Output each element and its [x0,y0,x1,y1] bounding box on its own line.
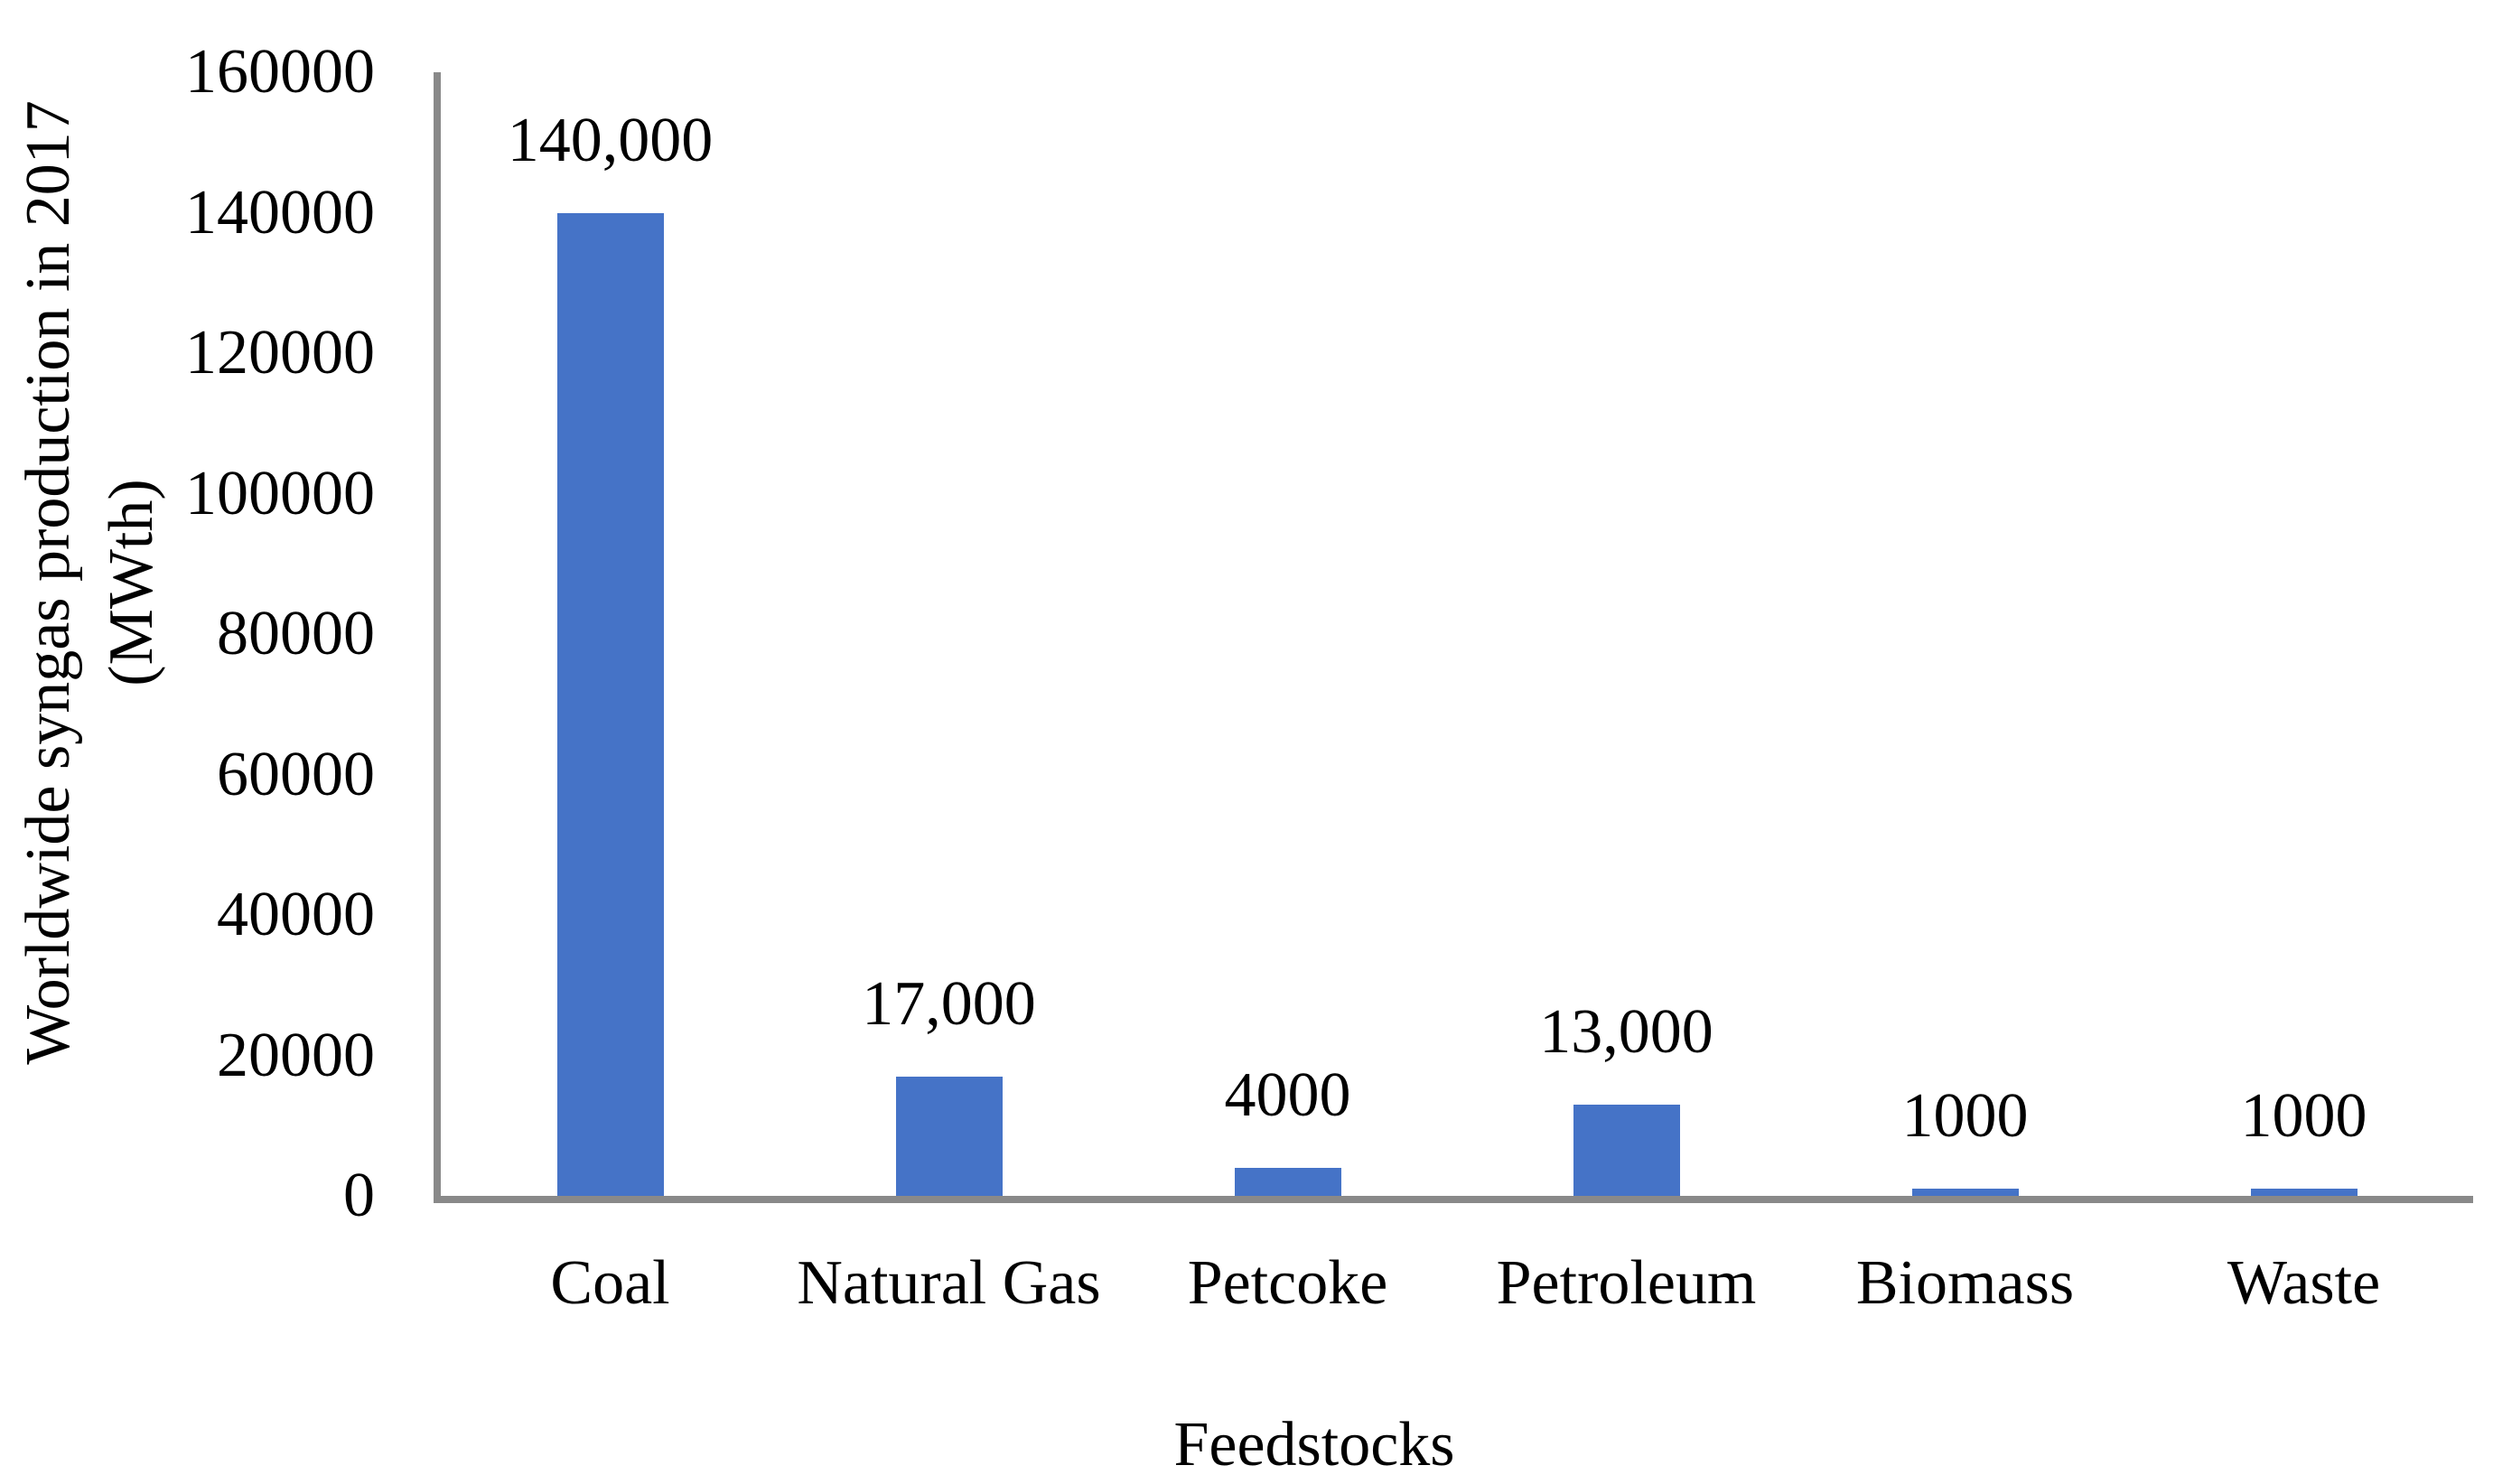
category-label: Biomass [1855,1248,2075,1318]
bar-petcoke [1234,1167,1341,1196]
y-tick-label: 160000 [185,37,375,107]
y-tick-label: 120000 [185,318,375,387]
data-label: 4000 [1224,1059,1351,1130]
category-label: Petroleum [1496,1248,1757,1318]
data-label: 17,000 [862,968,1036,1039]
y-tick-label: 0 [343,1161,375,1230]
data-label: 13,000 [1539,996,1713,1067]
category-label: Petcoke [1187,1248,1388,1318]
x-axis-title: Feedstocks [1173,1410,1455,1479]
bar-waste [2250,1189,2358,1196]
y-tick-label: 40000 [217,880,375,949]
y-axis-title-line1: Worldwide syngas production in 2017 [14,100,83,1065]
data-label: 1000 [2240,1081,2367,1152]
plot-area: 140,000 17,000 4000 13,000 1000 1000 [434,72,2473,1203]
bar-natural-gas [895,1076,1003,1196]
y-tick-label: 100000 [185,458,375,528]
category-label: Natural Gas [797,1248,1101,1318]
bar-coal [556,212,664,1196]
category-label: Waste [2227,1248,2381,1318]
category-label: Coal [550,1248,670,1318]
bar-petroleum [1573,1104,1680,1196]
y-tick-label: 140000 [185,177,375,247]
y-axis-title: Worldwide syngas production in 2017 (MWt… [7,18,179,1147]
y-tick-label: 60000 [217,739,375,809]
bar-biomass [1911,1189,2019,1196]
data-label: 140,000 [507,105,714,175]
data-label: 1000 [1901,1081,2029,1152]
y-tick-label: 80000 [217,599,375,668]
y-tick-label: 20000 [217,1020,375,1090]
y-axis-title-line2: (MWth) [97,479,166,686]
